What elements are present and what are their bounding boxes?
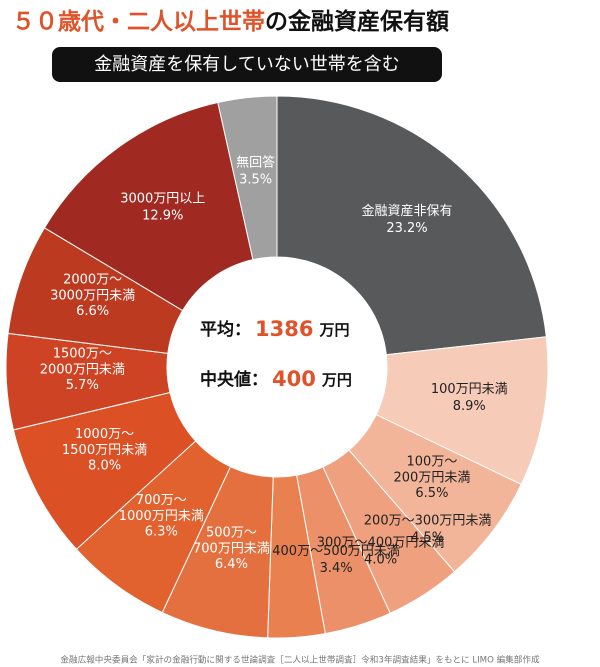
mean-label: 平均： <box>200 319 251 340</box>
slice <box>276 95 547 356</box>
slice-label: 2000万～ 3000万円未満 <box>50 272 135 303</box>
value-label: 8.0% <box>88 459 121 474</box>
value-label: 6.3% <box>145 524 178 539</box>
slice-label: 無回答 <box>236 155 275 171</box>
value-label: 12.9% <box>142 208 183 223</box>
mean-unit: 万円 <box>318 321 349 339</box>
slice-label: 金融資産非保有 <box>361 203 452 219</box>
slice-label: 100万円未満 <box>431 382 508 397</box>
value-label: 5.7% <box>66 378 99 393</box>
value-label: 4.0% <box>364 552 397 567</box>
median-unit: 万円 <box>321 371 352 389</box>
slice-label: 400万～500万円未満 <box>272 544 400 559</box>
value-label: 3.4% <box>320 561 353 576</box>
slice-label: 1000万～ 1500万円未満 <box>62 427 147 458</box>
median: 中央値： 400 万円 <box>200 367 352 391</box>
subtitle: 金融資産を保有していない世帯を含む <box>94 54 399 75</box>
slice-label: 3000万円以上 <box>120 191 205 206</box>
median-label: 中央値： <box>200 369 268 390</box>
title-rest: の金融資産保有額 <box>265 8 449 35</box>
value-label: 6.6% <box>76 304 109 319</box>
slice-label: 300万～400万円未満 <box>317 535 445 550</box>
subtitle-box <box>52 47 442 82</box>
value-label: 4.5% <box>411 530 444 545</box>
value-label: 3.5% <box>239 173 272 188</box>
mean: 平均： 1386 万円 <box>200 317 349 341</box>
value-label: 23.2% <box>386 221 427 236</box>
slice <box>43 101 254 312</box>
slice-label: 500万～ 700万円未満 <box>193 525 270 556</box>
slice <box>217 95 278 261</box>
slice-label: 700万～ 1000万円未満 <box>119 492 204 523</box>
slice-label: 200万～300万円未満 <box>364 513 492 528</box>
value-label: 8.9% <box>453 399 486 414</box>
chart-title: ５０歳代・二人以上世帯の金融資産保有額 <box>12 8 449 35</box>
value-label: 6.4% <box>215 557 248 572</box>
source: 金融広報中央委員会「家計の金融行動に関する世論調査［二人以上世帯調査］令和3年調… <box>60 654 540 666</box>
slice-label: 1500万～ 2000万円未満 <box>40 346 125 377</box>
median-value: 400 <box>272 367 316 391</box>
mean-value: 1386 <box>255 317 313 341</box>
title-highlight: ５０歳代・二人以上世帯 <box>12 8 265 35</box>
value-label: 6.5% <box>415 486 448 501</box>
slice-label: 100万～ 200万円未満 <box>394 454 471 485</box>
